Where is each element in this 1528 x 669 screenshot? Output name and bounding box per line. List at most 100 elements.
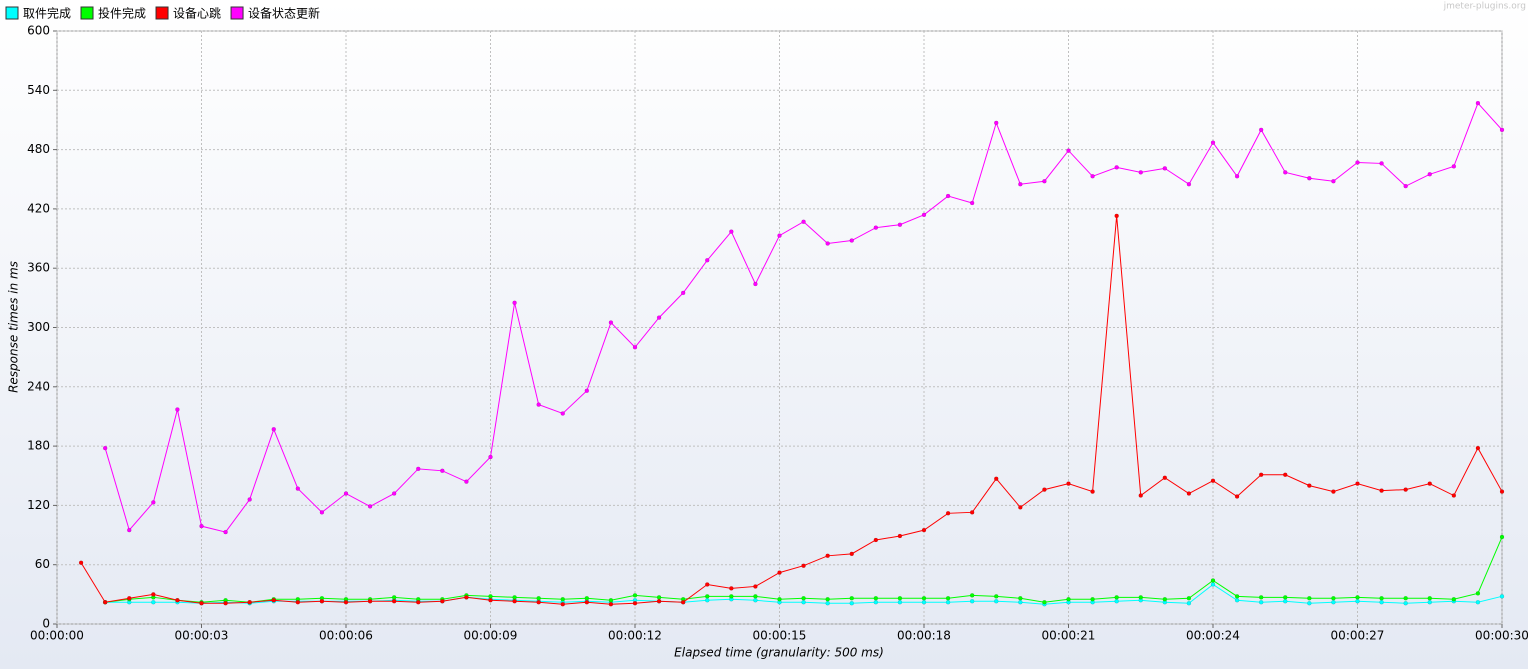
- data-point: [127, 596, 132, 601]
- data-point: [1066, 148, 1071, 153]
- data-point: [464, 595, 469, 600]
- data-point: [343, 600, 349, 605]
- data-point: [945, 600, 951, 605]
- data-point: [1379, 161, 1384, 166]
- data-point: [223, 600, 228, 606]
- data-point: [584, 600, 590, 605]
- data-point: [1307, 483, 1312, 488]
- data-point: [680, 290, 686, 296]
- data-point: [632, 345, 638, 350]
- x-tick-label: 00:00:00: [30, 629, 84, 643]
- data-point: [560, 601, 565, 607]
- data-point: [1186, 600, 1192, 606]
- data-point: [1451, 597, 1457, 602]
- data-point: [1307, 596, 1312, 601]
- data-point: [1114, 595, 1119, 600]
- watermark: jmeter-plugins.org: [1443, 2, 1526, 12]
- data-point: [175, 598, 180, 603]
- data-point: [1186, 596, 1192, 601]
- data-point: [584, 596, 590, 601]
- data-point: [536, 402, 541, 407]
- data-point: [78, 560, 84, 565]
- data-point: [1427, 600, 1432, 605]
- data-point: [512, 595, 517, 600]
- data-point: [969, 599, 975, 604]
- data-point: [440, 468, 445, 474]
- data-point: [777, 597, 782, 602]
- legend-swatch: [80, 6, 94, 20]
- data-point: [1283, 170, 1288, 175]
- data-point: [945, 511, 951, 516]
- data-point: [1258, 595, 1264, 600]
- data-point: [753, 594, 758, 599]
- data-point: [1042, 600, 1047, 605]
- legend-swatch: [5, 6, 19, 20]
- y-tick-label: 300: [27, 320, 50, 334]
- x-tick-label: 00:00:06: [319, 629, 373, 643]
- data-point: [102, 600, 108, 605]
- data-point: [391, 491, 397, 496]
- data-point: [969, 510, 975, 515]
- data-point: [994, 476, 999, 481]
- data-point: [1499, 534, 1505, 540]
- data-point: [1162, 597, 1168, 602]
- y-tick-label: 240: [27, 379, 50, 393]
- data-point: [873, 537, 879, 543]
- data-point: [873, 600, 879, 605]
- data-point: [897, 600, 903, 605]
- data-point: [994, 120, 999, 126]
- legend-label: 设备状态更新: [248, 6, 320, 21]
- data-point: [753, 584, 758, 589]
- data-point: [608, 598, 614, 603]
- data-point: [705, 582, 710, 587]
- data-point: [729, 586, 734, 591]
- data-point: [584, 388, 590, 394]
- data-point: [801, 596, 806, 601]
- data-point: [1018, 181, 1023, 187]
- data-point: [873, 225, 879, 230]
- data-point: [223, 529, 228, 535]
- data-point: [151, 592, 156, 597]
- data-point: [1331, 600, 1336, 605]
- data-point: [969, 593, 975, 598]
- data-point: [777, 570, 782, 575]
- legend-label: 投件完成: [98, 6, 146, 21]
- data-point: [1042, 178, 1047, 184]
- data-point: [1210, 478, 1216, 483]
- data-point: [656, 315, 662, 320]
- data-point: [488, 594, 493, 599]
- data-point: [897, 222, 903, 227]
- data-point: [1475, 100, 1481, 106]
- data-point: [416, 600, 421, 605]
- data-point: [1018, 600, 1023, 605]
- data-point: [969, 200, 975, 206]
- y-tick-label: 120: [27, 498, 50, 512]
- data-point: [825, 600, 830, 606]
- data-point: [1138, 595, 1143, 600]
- data-point: [536, 596, 541, 601]
- y-tick-label: 600: [27, 24, 50, 38]
- data-point: [536, 600, 541, 605]
- data-point: [1331, 489, 1336, 494]
- data-point: [849, 596, 854, 601]
- data-point: [367, 504, 373, 509]
- data-point: [1234, 598, 1240, 603]
- data-point: [1307, 176, 1312, 181]
- data-point: [247, 497, 252, 502]
- data-point: [1090, 174, 1095, 179]
- data-point: [729, 229, 734, 234]
- data-point: [801, 219, 806, 224]
- data-point: [1138, 170, 1143, 175]
- data-point: [1379, 488, 1384, 493]
- data-point: [560, 411, 565, 416]
- data-point: [1427, 481, 1432, 486]
- data-point: [921, 596, 927, 601]
- data-point: [994, 594, 999, 599]
- data-point: [1186, 491, 1192, 496]
- data-point: [1066, 481, 1071, 486]
- data-point: [873, 596, 879, 601]
- data-point: [1355, 160, 1360, 165]
- data-point: [897, 596, 903, 601]
- data-point: [1090, 489, 1095, 494]
